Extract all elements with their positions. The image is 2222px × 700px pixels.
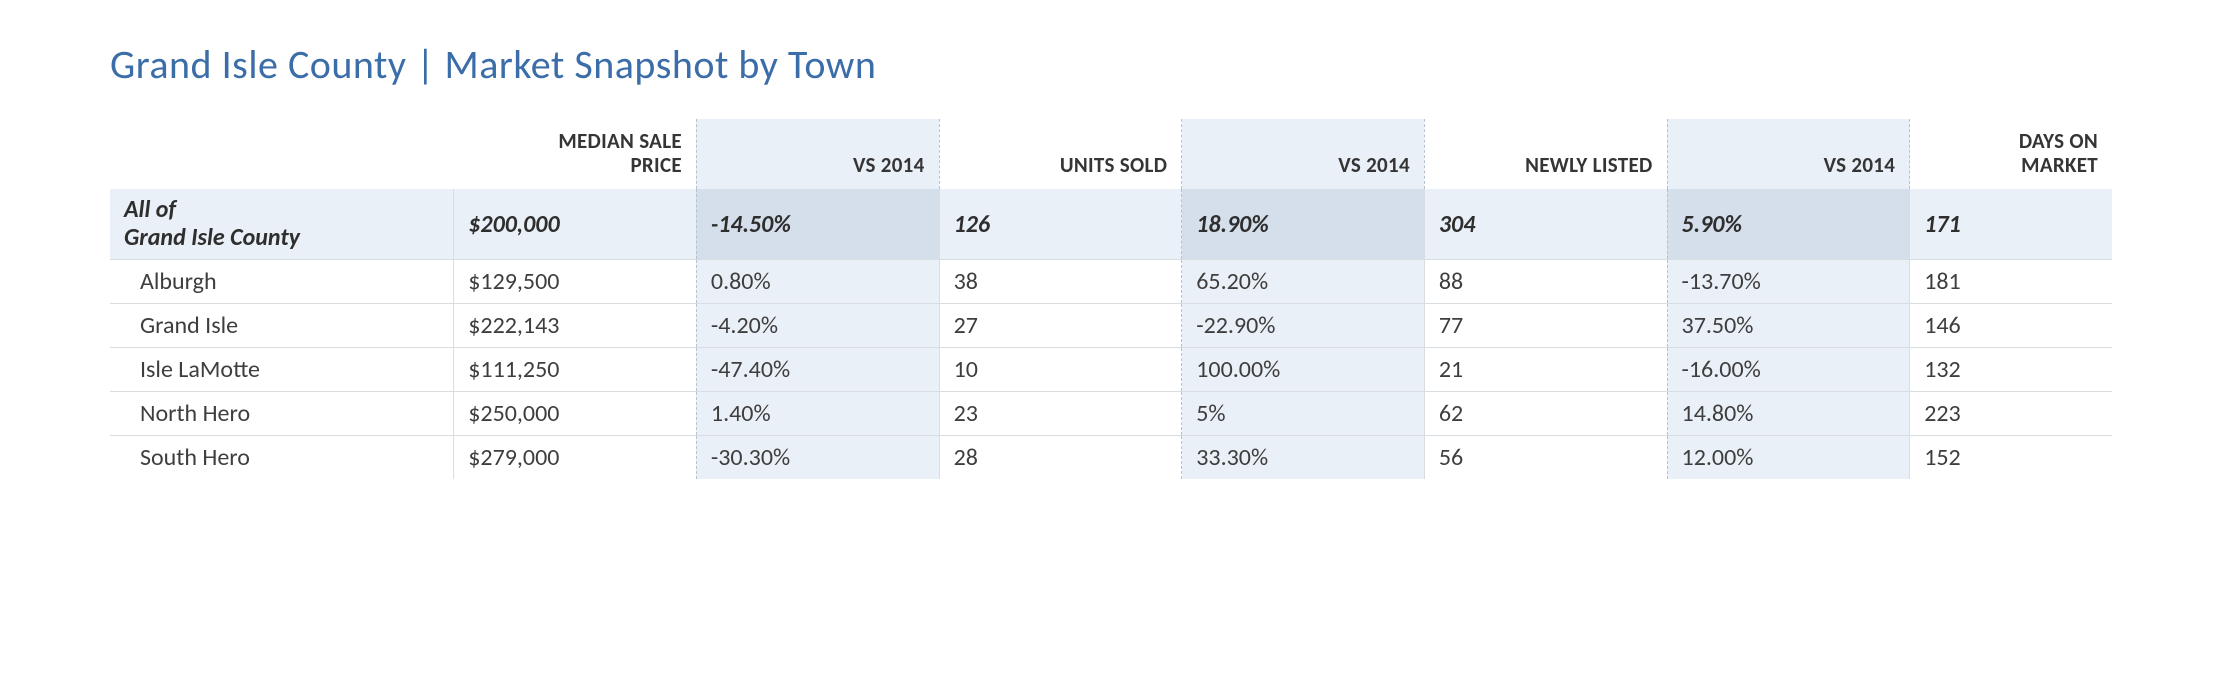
cell-listed: 62 (1424, 391, 1667, 435)
summary-median-vs: -14.50% (696, 189, 939, 259)
cell-median: $279,000 (454, 435, 697, 479)
col-listed: NEWLY LISTED (1424, 119, 1667, 189)
cell-listed_vs: 12.00% (1667, 435, 1910, 479)
summary-median: $200,000 (454, 189, 697, 259)
cell-dom: 181 (1910, 259, 2112, 303)
summary-name: All of Grand Isle County (110, 189, 454, 259)
cell-units_vs: 33.30% (1182, 435, 1425, 479)
cell-name: North Hero (110, 391, 454, 435)
cell-listed_vs: 37.50% (1667, 303, 1910, 347)
col-units-vs: VS 2014 (1182, 119, 1425, 189)
cell-median: $250,000 (454, 391, 697, 435)
cell-median_vs: 1.40% (696, 391, 939, 435)
cell-name: Grand Isle (110, 303, 454, 347)
summary-dom: 171 (1910, 189, 2112, 259)
table-row: North Hero$250,0001.40%235%6214.80%223 (110, 391, 2112, 435)
cell-listed: 88 (1424, 259, 1667, 303)
cell-units_vs: 100.00% (1182, 347, 1425, 391)
cell-listed: 56 (1424, 435, 1667, 479)
table-row: Grand Isle$222,143-4.20%27-22.90%7737.50… (110, 303, 2112, 347)
col-units: UNITS SOLD (939, 119, 1182, 189)
cell-listed: 77 (1424, 303, 1667, 347)
col-name (110, 119, 454, 189)
cell-units: 27 (939, 303, 1182, 347)
cell-units_vs: -22.90% (1182, 303, 1425, 347)
page-title: Grand Isle County | Market Snapshot by T… (110, 40, 2112, 89)
cell-median_vs: -30.30% (696, 435, 939, 479)
col-median-vs: VS 2014 (696, 119, 939, 189)
cell-dom: 132 (1910, 347, 2112, 391)
cell-units: 23 (939, 391, 1182, 435)
summary-listed: 304 (1424, 189, 1667, 259)
col-dom: DAYS ONMARKET (1910, 119, 2112, 189)
cell-listed_vs: -13.70% (1667, 259, 1910, 303)
cell-listed_vs: 14.80% (1667, 391, 1910, 435)
col-listed-vs: VS 2014 (1667, 119, 1910, 189)
cell-name: Isle LaMotte (110, 347, 454, 391)
cell-units: 28 (939, 435, 1182, 479)
summary-row: All of Grand Isle County $200,000 -14.50… (110, 189, 2112, 259)
cell-units: 38 (939, 259, 1182, 303)
summary-units: 126 (939, 189, 1182, 259)
cell-median_vs: -47.40% (696, 347, 939, 391)
cell-units_vs: 5% (1182, 391, 1425, 435)
snapshot-table: MEDIAN SALEPRICE VS 2014 UNITS SOLD VS 2… (110, 119, 2112, 479)
cell-units_vs: 65.20% (1182, 259, 1425, 303)
cell-listed: 21 (1424, 347, 1667, 391)
cell-median_vs: -4.20% (696, 303, 939, 347)
cell-median: $129,500 (454, 259, 697, 303)
table-row: South Hero$279,000-30.30%2833.30%5612.00… (110, 435, 2112, 479)
cell-listed_vs: -16.00% (1667, 347, 1910, 391)
cell-name: South Hero (110, 435, 454, 479)
cell-median_vs: 0.80% (696, 259, 939, 303)
table-row: Alburgh$129,5000.80%3865.20%88-13.70%181 (110, 259, 2112, 303)
table-row: Isle LaMotte$111,250-47.40%10100.00%21-1… (110, 347, 2112, 391)
col-median: MEDIAN SALEPRICE (454, 119, 697, 189)
cell-name: Alburgh (110, 259, 454, 303)
cell-dom: 223 (1910, 391, 2112, 435)
header-row: MEDIAN SALEPRICE VS 2014 UNITS SOLD VS 2… (110, 119, 2112, 189)
cell-dom: 152 (1910, 435, 2112, 479)
cell-units: 10 (939, 347, 1182, 391)
cell-dom: 146 (1910, 303, 2112, 347)
cell-median: $111,250 (454, 347, 697, 391)
summary-units-vs: 18.90% (1182, 189, 1425, 259)
summary-listed-vs: 5.90% (1667, 189, 1910, 259)
cell-median: $222,143 (454, 303, 697, 347)
